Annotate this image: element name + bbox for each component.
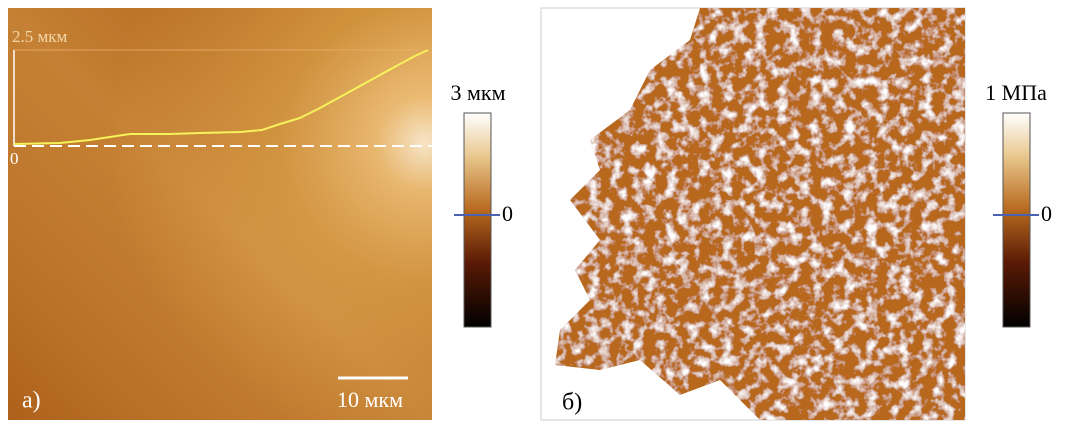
colorbar-a: 3 мкм 0 [450, 80, 513, 328]
modulus-map [555, 8, 965, 420]
colorbar [1002, 112, 1031, 328]
colorbar-zero-label: 0 [1041, 201, 1052, 226]
colorbar-title: 3 мкм [450, 80, 505, 105]
profile-top-label: 2.5 мкм [12, 27, 68, 46]
panel-a: 2.5 мкм 0 10 мкм а) [8, 8, 432, 420]
colorbar-title: 1 МПа [985, 80, 1047, 105]
profile-zero-label: 0 [10, 149, 19, 168]
image-shading [8, 8, 432, 420]
panel-b: б) [540, 7, 966, 421]
colorbar-zero-label: 0 [502, 201, 513, 226]
colorbar [463, 112, 492, 328]
height-profile [13, 49, 429, 145]
scale-bar-label: 10 мкм [337, 387, 403, 412]
panel-label: б) [562, 390, 582, 416]
panel-label: а) [22, 388, 41, 414]
colorbar-b: 1 МПа 0 [985, 80, 1052, 328]
